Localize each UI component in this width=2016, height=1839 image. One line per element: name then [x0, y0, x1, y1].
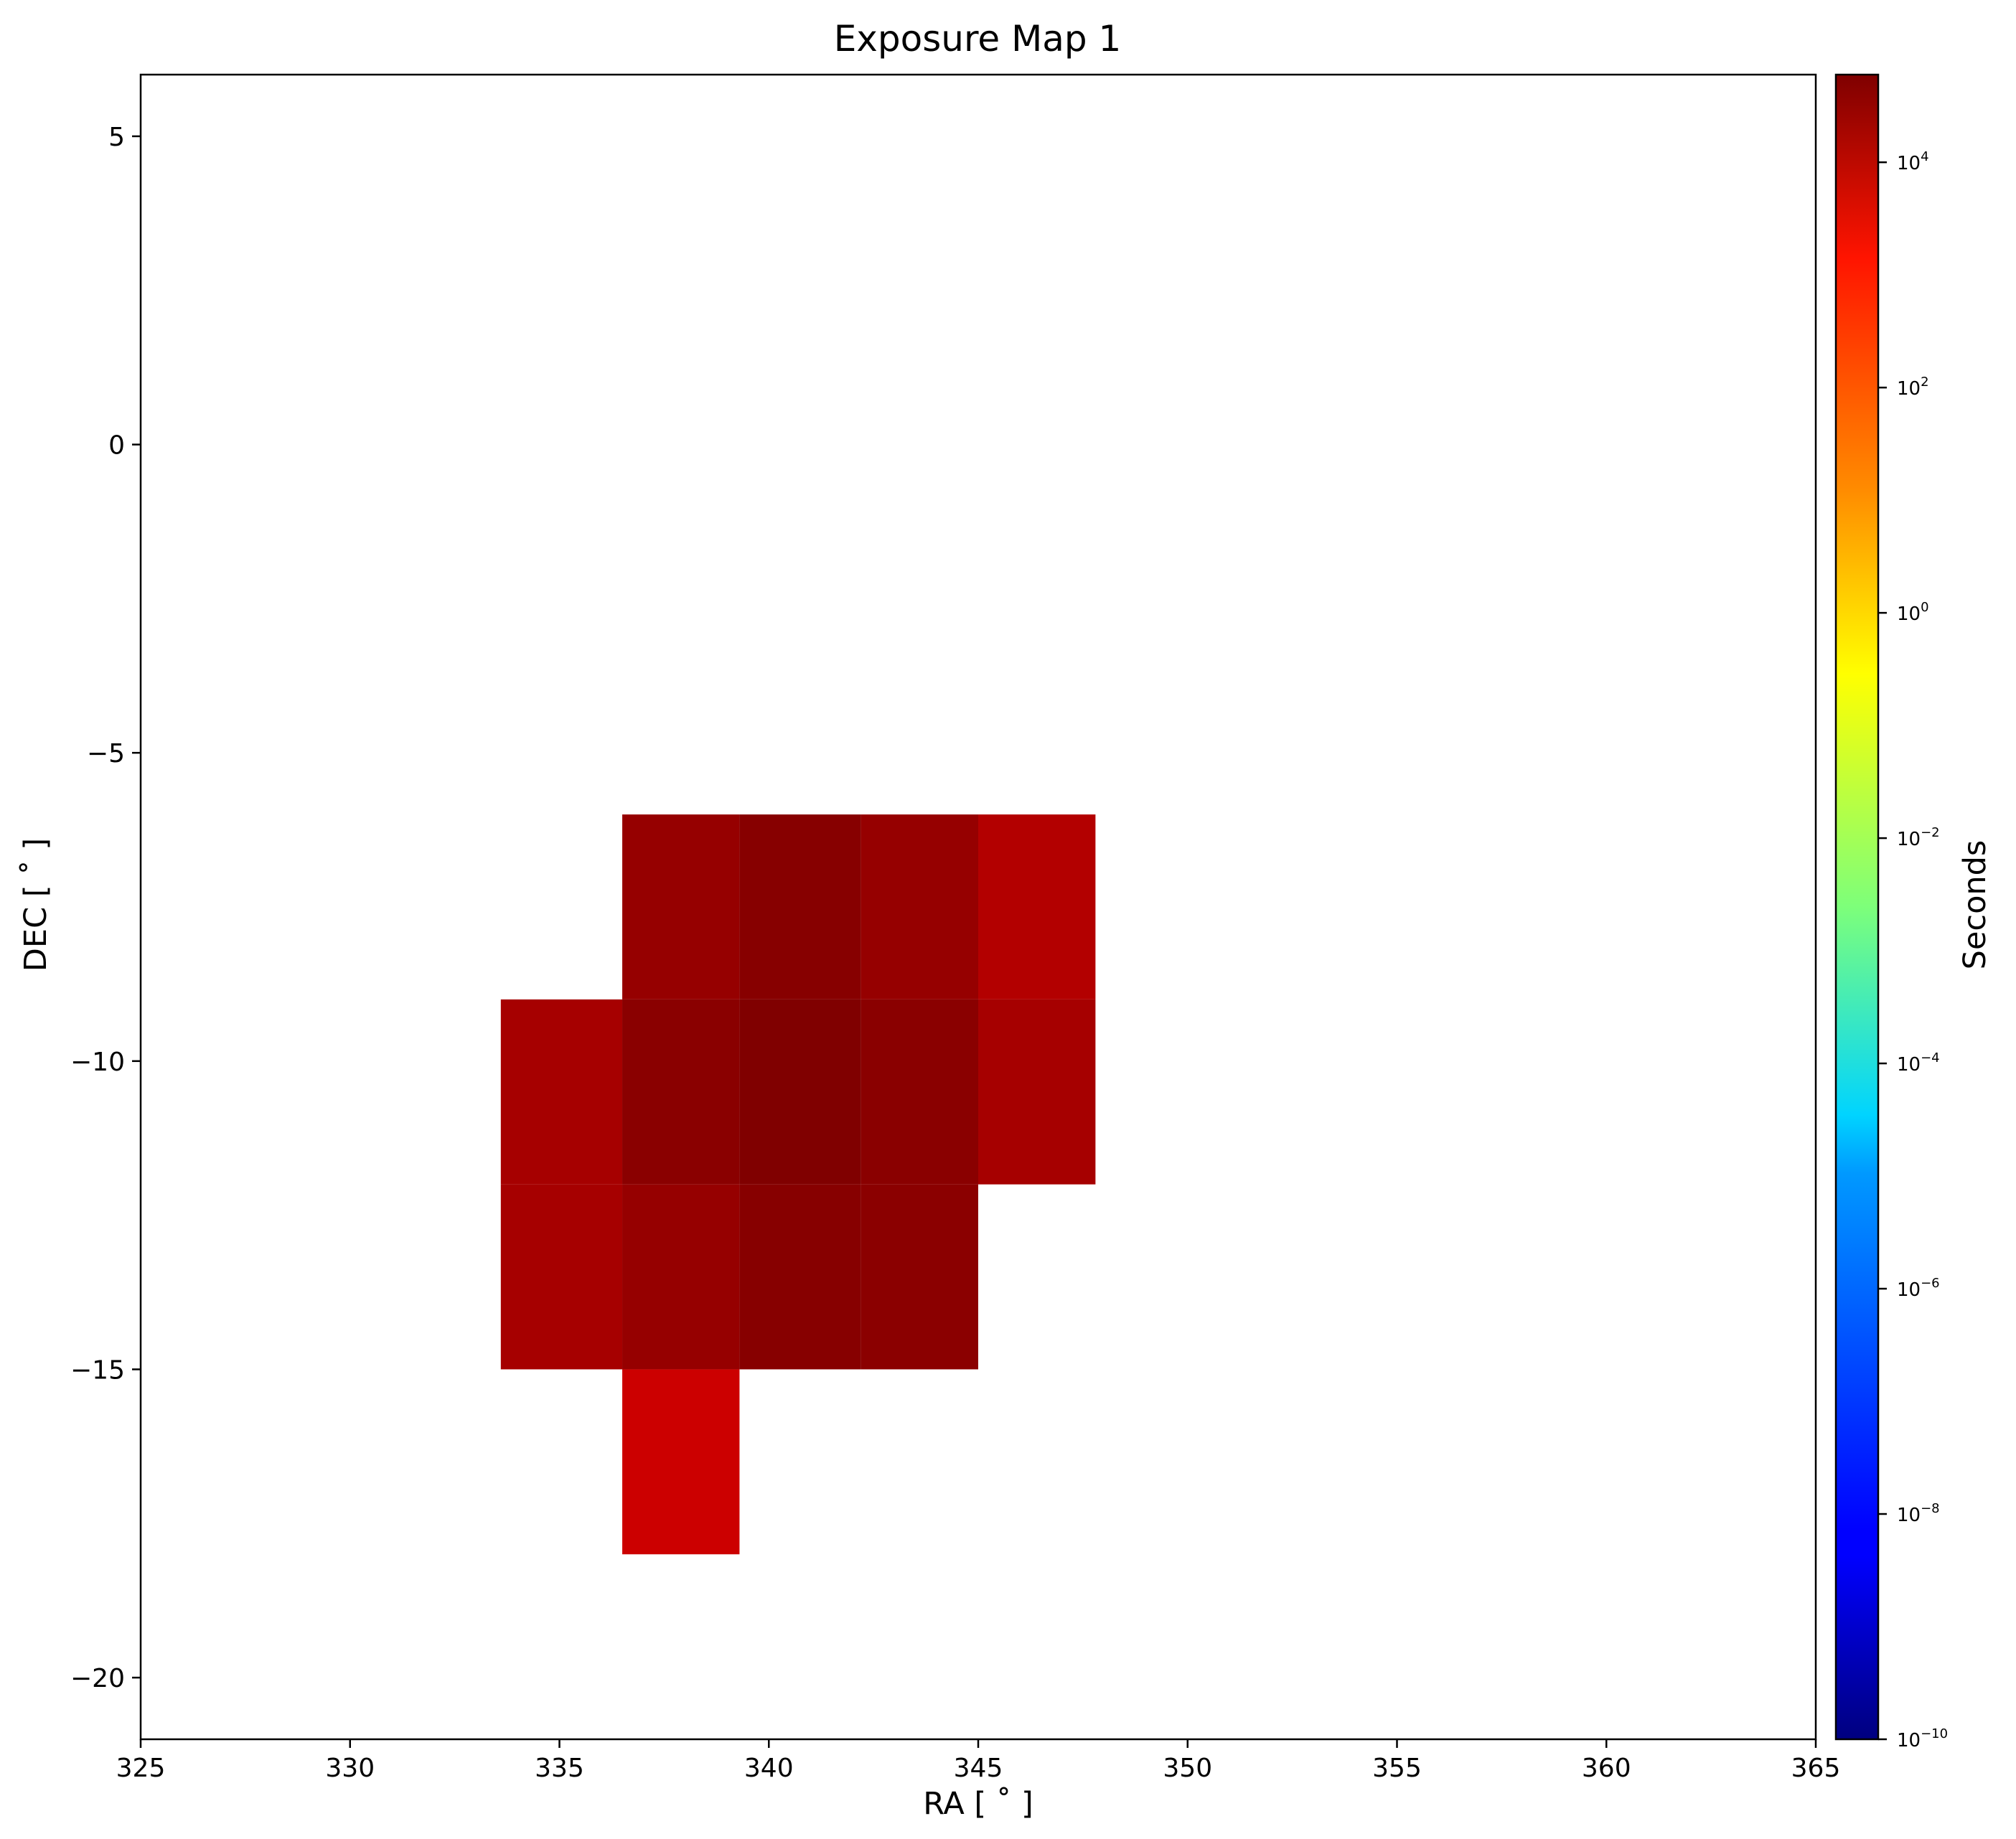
x-axis-label: RA [ ˚ ]: [923, 1786, 1033, 1822]
heatmap-cell-5: [622, 999, 740, 1185]
y-axis: 5 0 −5 −10 −15 −20: [70, 123, 141, 1693]
x-axis: 325 330 335 340 345 350 355 360 365: [116, 1739, 1841, 1783]
y-tick-label: −10: [70, 1048, 125, 1077]
y-tick-label: 5: [108, 123, 125, 152]
y-axis-label: DEC [ ˚ ]: [18, 838, 54, 972]
colorbar-tick-label: 10−2: [1897, 825, 1940, 850]
colorbar-tick-label: 10−8: [1897, 1501, 1940, 1526]
heatmap-cell-0: [622, 814, 740, 1000]
colorbar-label: Seconds: [1957, 840, 1993, 970]
y-tick-label: −20: [70, 1664, 125, 1693]
colorbar-ticks: 10−10 10−8 10−6 10−4 10−2 100 102 104: [1878, 149, 1948, 1751]
x-tick-label: 325: [116, 1754, 166, 1783]
x-tick-label: 350: [1163, 1754, 1212, 1783]
colorbar-tick-label: 10−4: [1897, 1050, 1940, 1076]
heatmap-cell-11: [739, 1184, 861, 1370]
heatmap-cell-2: [861, 814, 978, 1000]
colorbar-tick-label: 102: [1897, 375, 1929, 400]
heatmap-cell-1: [739, 814, 861, 1000]
colorbar-tick-label: 10−10: [1897, 1726, 1948, 1751]
y-tick-label: −15: [70, 1355, 125, 1385]
heatmap-cell-9: [500, 1184, 623, 1370]
x-tick-label: 330: [325, 1754, 375, 1783]
x-tick-label: 335: [535, 1754, 584, 1783]
x-tick-label: 355: [1372, 1754, 1422, 1783]
heatmap-cell-6: [739, 999, 861, 1185]
heatmap-cell-3: [978, 814, 1096, 1000]
heatmap-cell-13: [622, 1369, 740, 1555]
x-tick-label: 360: [1582, 1754, 1631, 1783]
x-tick-label: 365: [1791, 1754, 1841, 1783]
heatmap-cell-8: [978, 999, 1096, 1185]
colorbar-tick-label: 10−6: [1897, 1276, 1940, 1301]
colorbar: [1834, 73, 1880, 1741]
heatmap-cell-4: [500, 999, 623, 1185]
x-tick-label: 345: [954, 1754, 1003, 1783]
colorbar-tick-label: 104: [1897, 149, 1929, 174]
x-tick-label: 340: [744, 1754, 794, 1783]
heatmap-cell-10: [622, 1184, 740, 1370]
heatmap-cells: [500, 814, 1096, 1555]
heatmap-cell-7: [861, 999, 978, 1185]
heatmap-cell-12: [861, 1184, 978, 1370]
colorbar-tick-label: 100: [1897, 600, 1929, 625]
y-tick-label: −5: [87, 739, 125, 768]
chart-title: Exposure Map 1: [834, 18, 1122, 60]
y-tick-label: 0: [108, 431, 125, 461]
